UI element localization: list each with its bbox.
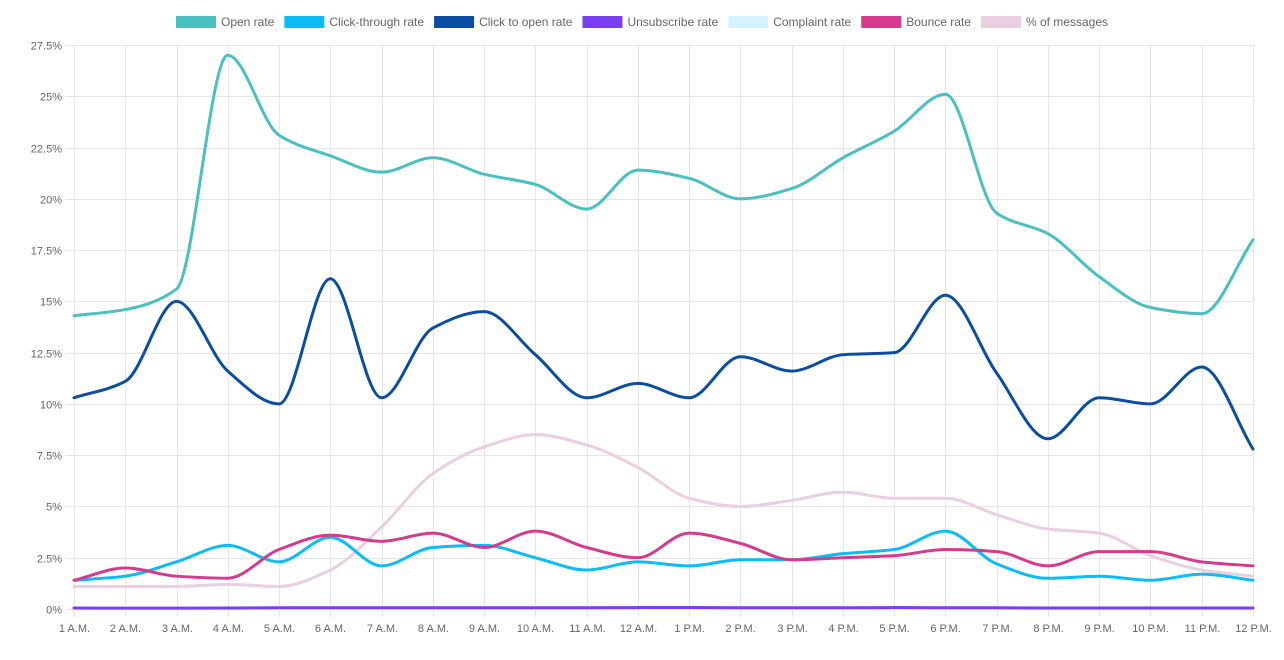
- y-tick-label: 7.5%: [37, 451, 62, 463]
- grid: [66, 45, 1254, 617]
- x-tick-label: 5 A.M.: [264, 623, 295, 635]
- legend-swatch: [175, 16, 216, 28]
- y-tick-label: 5%: [46, 502, 62, 514]
- legend-label: % of messages: [1026, 15, 1108, 29]
- y-tick-label: 12.5%: [31, 349, 62, 361]
- x-tick-label: 12 P.M.: [1235, 623, 1272, 635]
- x-tick-label: 5 P.M.: [879, 623, 909, 635]
- legend-label: Click to open rate: [479, 15, 573, 29]
- y-tick-label: 10%: [40, 400, 62, 412]
- series-lines: [72, 53, 1255, 611]
- x-tick-label: 1 P.M.: [674, 623, 704, 635]
- y-tick-label: 25%: [40, 92, 62, 104]
- legend-item-complaint-rate[interactable]: Complaint rate: [728, 15, 852, 29]
- legend-swatch: [284, 16, 325, 28]
- x-tick-label: 7 A.M.: [367, 623, 398, 635]
- legend-item-click-to-open-rate[interactable]: Click to open rate: [434, 15, 573, 29]
- x-tick-label: 8 P.M.: [1033, 623, 1063, 635]
- x-tick-label: 6 A.M.: [315, 623, 346, 635]
- y-tick-label: 2.5%: [37, 554, 62, 566]
- legend-swatch: [980, 16, 1021, 28]
- y-tick-label: 15%: [40, 297, 62, 309]
- y-tick-label: 17.5%: [31, 246, 62, 258]
- y-axis-ticks: 0% 2.5% 5% 7.5% 10% 12.5% 15% 17.5% 20% 22.5% 25% 2…: [31, 41, 62, 617]
- legend-swatch: [582, 16, 623, 28]
- legend-item-open-rate[interactable]: Open rate: [175, 15, 275, 29]
- series-line-unsubscribe-rate: [72, 606, 1255, 610]
- legend-swatch: [861, 16, 902, 28]
- legend-label: Bounce rate: [906, 15, 971, 29]
- legend-swatch: [434, 16, 475, 28]
- x-tick-label: 6 P.M.: [930, 623, 960, 635]
- x-tick-label: 4 A.M.: [213, 623, 244, 635]
- x-tick-label: 9 P.M.: [1084, 623, 1114, 635]
- x-axis-ticks: 1 A.M. 2 A.M. 3 A.M. 4 A.M. 5 A.M. 6 A.M. 7 A.…: [59, 623, 1272, 635]
- x-tick-label: 4 P.M.: [828, 623, 858, 635]
- x-tick-label: 12 A.M.: [620, 623, 657, 635]
- x-tick-label: 2 P.M.: [725, 623, 755, 635]
- series-line-bounce-rate: [72, 529, 1255, 582]
- legend-item-bounce-rate[interactable]: Bounce rate: [861, 15, 971, 29]
- legend-swatch: [728, 16, 769, 28]
- series-line-click-through-rate: [72, 529, 1255, 582]
- x-tick-label: 3 P.M.: [777, 623, 807, 635]
- x-tick-label: 1 A.M.: [59, 623, 90, 635]
- x-tick-label: 11 P.M.: [1185, 623, 1221, 635]
- series-line-click-to-open-rate: [72, 277, 1255, 451]
- x-tick-label: 9 A.M.: [469, 623, 500, 635]
- legend-label: Open rate: [221, 15, 275, 29]
- x-tick-label: 3 A.M.: [162, 623, 193, 635]
- x-tick-label: 7 P.M.: [982, 623, 1012, 635]
- legend-item-unsubscribe-rate[interactable]: Unsubscribe rate: [582, 15, 719, 29]
- y-tick-label: 27.5%: [31, 41, 62, 53]
- x-tick-label: 8 A.M.: [418, 623, 449, 635]
- y-tick-label: 22.5%: [31, 144, 62, 156]
- legend: Open rate Click-through rate Click to open…: [175, 15, 1108, 29]
- legend-label: Complaint rate: [773, 15, 851, 29]
- x-tick-label: 10 A.M.: [517, 623, 554, 635]
- legend-item-click-through-rate[interactable]: Click-through rate: [284, 15, 424, 29]
- x-tick-label: 11 A.M.: [569, 623, 605, 635]
- y-tick-label: 0%: [46, 605, 62, 617]
- series-line-open-rate: [72, 53, 1255, 318]
- y-tick-label: 20%: [40, 195, 62, 207]
- x-tick-label: 2 A.M.: [110, 623, 141, 635]
- x-tick-label: 10 P.M.: [1132, 623, 1169, 635]
- legend-label: Unsubscribe rate: [627, 15, 718, 29]
- series-line-of-messages: [72, 433, 1255, 588]
- legend-item-of-messages[interactable]: % of messages: [980, 15, 1108, 29]
- legend-label: Click-through rate: [329, 15, 424, 29]
